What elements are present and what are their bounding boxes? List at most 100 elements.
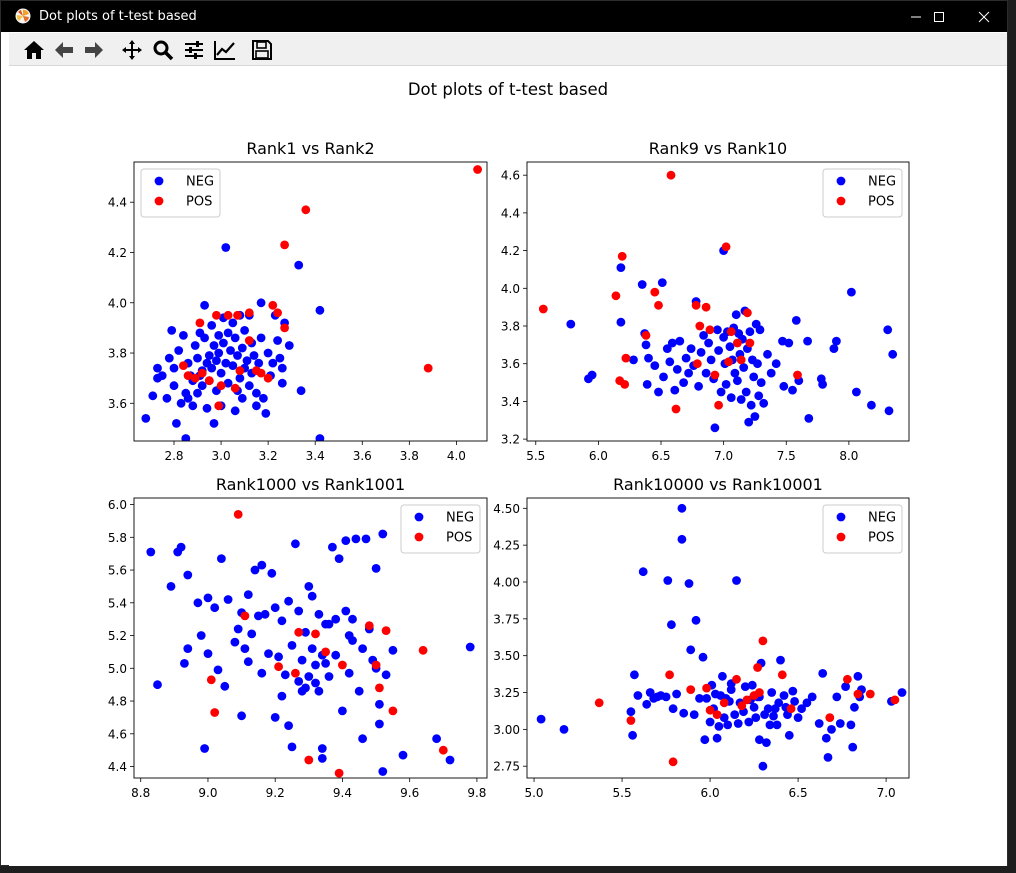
data-point-neg (559, 725, 569, 734)
data-point-neg (741, 387, 751, 397)
data-point-neg (616, 317, 626, 327)
data-point-neg (221, 358, 231, 368)
data-point-pos (183, 371, 193, 380)
data-point-neg (358, 734, 367, 744)
data-point-neg (846, 720, 856, 730)
data-point-neg (243, 590, 253, 599)
data-point-pos (745, 338, 755, 348)
zoom-button[interactable] (150, 37, 176, 63)
y-tick-label: 4.6 (108, 727, 127, 741)
data-point-neg (257, 560, 267, 570)
data-point-neg (304, 672, 314, 681)
legend-label-pos: POS (446, 531, 472, 546)
data-point-neg (307, 644, 317, 653)
data-point-pos (666, 170, 676, 180)
data-point-neg (536, 714, 546, 724)
data-point-neg (694, 381, 703, 391)
data-point-pos (473, 165, 482, 174)
data-point-neg (273, 336, 282, 345)
data-point-pos (710, 370, 720, 380)
data-point-neg (214, 348, 224, 358)
y-tick-label: 4.4 (501, 206, 520, 220)
y-tick-label: 4.4 (108, 196, 127, 210)
edit-axis-button[interactable] (212, 37, 238, 63)
back-button[interactable] (51, 37, 77, 63)
figure-canvas[interactable]: Dot plots of t-test based Rank1 vs Rank2… (9, 66, 1007, 866)
data-point-pos (244, 336, 254, 345)
data-point-neg (321, 659, 330, 668)
data-point-neg (331, 614, 341, 624)
data-point-neg (270, 603, 280, 613)
subplot-1: Rank1 vs Rank2 2.8 3.0 3.2 3.4 3.6 3.8 4.0 3.6 3.… (108, 139, 488, 463)
x-tick-label: 8.8 (131, 786, 150, 800)
data-point-pos (691, 300, 701, 310)
close-button[interactable] (961, 1, 1007, 32)
data-point-neg (714, 722, 724, 731)
data-point-neg (784, 338, 794, 348)
legend-marker-pos (836, 196, 846, 206)
configure-subplots-button[interactable] (181, 37, 207, 63)
data-point-neg (324, 619, 334, 629)
data-point-neg (767, 688, 777, 697)
data-point-pos (233, 510, 243, 519)
home-button[interactable] (21, 37, 47, 63)
data-point-neg (193, 353, 202, 363)
data-point-neg (252, 401, 261, 411)
data-point-neg (304, 582, 314, 591)
data-point-neg (672, 689, 681, 699)
minimize-button[interactable] (893, 1, 939, 32)
data-point-pos (438, 745, 448, 755)
y-tick-label: 3.50 (493, 649, 520, 663)
data-point-pos (197, 368, 207, 378)
data-point-neg (818, 380, 827, 389)
data-point-pos (280, 240, 289, 250)
data-point-neg (361, 534, 371, 544)
data-point-pos (617, 251, 627, 261)
data-point-neg (348, 614, 357, 624)
data-point-neg (210, 603, 220, 613)
data-point-neg (176, 542, 186, 552)
pan-button[interactable] (119, 37, 145, 63)
data-point-neg (351, 534, 361, 544)
axes-frame (133, 497, 488, 779)
data-point-neg (277, 363, 287, 373)
data-point-neg (841, 682, 850, 691)
data-point-pos (256, 368, 266, 378)
data-point-pos (212, 310, 221, 320)
data-point-pos (611, 291, 621, 301)
data-point-neg (328, 542, 337, 552)
data-point-neg (587, 370, 597, 380)
data-point-neg (814, 719, 824, 728)
data-point-neg (354, 686, 364, 696)
data-point-neg (850, 702, 859, 712)
data-point-neg (378, 767, 388, 776)
maximize-button[interactable] (916, 1, 962, 32)
data-point-neg (219, 338, 228, 348)
data-point-pos (371, 660, 381, 670)
data-point-neg (209, 419, 219, 428)
data-point-neg (721, 380, 731, 389)
data-point-neg (141, 414, 151, 423)
y-tick-label: 5.2 (108, 629, 127, 643)
x-tick-label: 3.2 (259, 449, 278, 463)
subplot-4: Rank10000 vs Rank10001 5.0 5.5 6.0 6.5 7.0 2.7… (493, 475, 910, 800)
points-layer (141, 165, 482, 441)
forward-button[interactable] (81, 37, 107, 63)
data-point-neg (695, 694, 704, 703)
data-point-pos (777, 670, 787, 680)
data-point-neg (802, 698, 812, 708)
data-point-neg (701, 368, 711, 378)
data-point-pos (216, 381, 226, 391)
save-button[interactable] (249, 37, 275, 63)
data-point-pos (240, 611, 250, 621)
legend-marker-pos (154, 196, 164, 206)
data-point-neg (630, 670, 639, 680)
data-point-neg (677, 534, 687, 544)
data-point-neg (754, 391, 764, 401)
data-point-neg (665, 357, 675, 367)
y-tick-label: 2.75 (493, 760, 520, 774)
data-point-neg (736, 395, 746, 404)
data-point-neg (710, 423, 720, 433)
data-point-pos (268, 300, 278, 310)
legend: NEG POS (140, 168, 221, 218)
